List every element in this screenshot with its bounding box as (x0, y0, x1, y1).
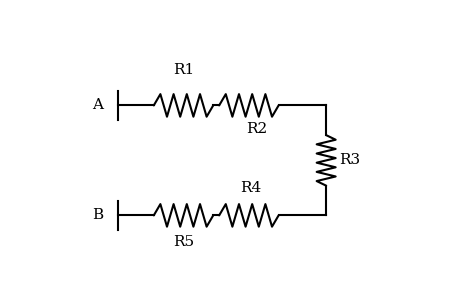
Text: R3: R3 (339, 153, 361, 167)
Text: A: A (92, 98, 103, 112)
Text: B: B (92, 208, 103, 222)
Text: R4: R4 (240, 181, 261, 195)
Text: R1: R1 (173, 63, 194, 77)
Text: R5: R5 (173, 235, 194, 249)
Text: R2: R2 (246, 122, 267, 136)
